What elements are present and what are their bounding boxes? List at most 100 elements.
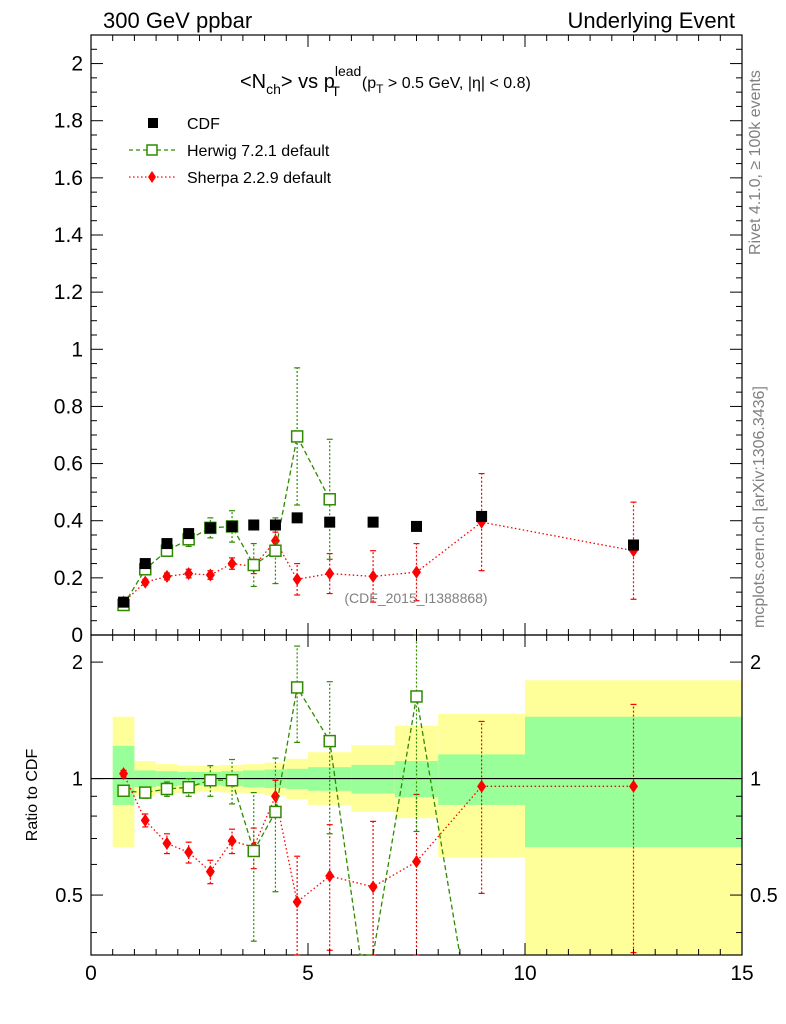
- ratio-ytick-label-left: 2: [72, 652, 83, 674]
- ratio-ytick-label-right: 2: [750, 652, 761, 674]
- legend-sherpa-label: Sherpa 2.2.9 default: [187, 170, 332, 187]
- ratio-herwig-point: [117, 784, 130, 798]
- ratio-sherpa-point: [227, 834, 237, 848]
- legend-cdf-label: CDF: [187, 116, 220, 133]
- main-cdf-point: [324, 516, 336, 528]
- ratio-sherpa-point: [205, 865, 215, 879]
- main-series-layer: [117, 367, 639, 612]
- main-ytick-label: 1.4: [54, 224, 84, 247]
- main-ytick-label: 1.8: [54, 110, 83, 133]
- ratio-sherpa-point: [140, 813, 150, 827]
- main-sherpa-point: [227, 557, 237, 571]
- ratio-sherpa-point: [119, 767, 129, 781]
- legend-herwig-marker: [146, 144, 158, 156]
- ratio-ytick-label-left: 1: [72, 769, 83, 791]
- main-cdf-point: [183, 528, 195, 540]
- main-herwig-point: [290, 430, 304, 443]
- main-ytick-label: 1: [71, 338, 83, 361]
- main-ytick-label: 0.6: [54, 453, 83, 476]
- main-ytick-label: 0.2: [54, 567, 83, 590]
- title-cut-open: (p: [362, 75, 376, 92]
- main-cdf-point: [476, 510, 488, 522]
- main-cdf-point: [226, 520, 238, 532]
- main-ytick-label: 0.8: [54, 395, 83, 418]
- main-cdf-point: [411, 520, 422, 532]
- main-cdf-point: [367, 516, 379, 528]
- ratio-ytick-label-left: 0.5: [55, 885, 83, 907]
- main-ytick-label: 1.6: [54, 167, 83, 190]
- main-herwig-point: [269, 544, 282, 557]
- ratio-sherpa-point: [292, 895, 302, 909]
- header-right: Underlying Event: [567, 8, 735, 33]
- title-lhs: <N: [240, 71, 266, 93]
- xtick-label: 15: [730, 962, 753, 985]
- main-cdf-point: [248, 519, 260, 531]
- legend: CDF Herwig 7.2.1 default Sherpa 2.2.9 de…: [129, 116, 332, 187]
- ratio-ytick-label-right: 1: [750, 769, 761, 791]
- title-mid: > vs p: [281, 71, 335, 93]
- main-plot-title: <Nch> vs plead T (pT > 0.5 GeV, |η| < 0.8): [240, 63, 531, 99]
- xtick-label: 0: [85, 962, 97, 985]
- main-herwig-line: [122, 434, 331, 606]
- ratio-herwig-point: [323, 734, 336, 748]
- ratio-herwig-point: [410, 690, 423, 703]
- main-sherpa-point: [412, 565, 421, 579]
- ratio-herwig-point: [225, 774, 239, 787]
- main-cdf-point: [204, 522, 216, 534]
- ratio-ytick-label-right: 0.5: [750, 885, 778, 907]
- ratio-herwig-point: [247, 844, 260, 858]
- main-y-ticks: 0 0.2 0.4 0.6 0.8 1 1.2 1.4 1.6 1.8 2: [54, 34, 742, 647]
- title-cut-rest: > 0.5 GeV, |η| < 0.8): [383, 75, 530, 92]
- analysis-watermark: (CDF_2015_I1388868): [344, 590, 487, 606]
- main-cdf-point: [161, 538, 173, 550]
- legend-cdf-marker: [148, 118, 158, 128]
- main-cdf-point: [628, 539, 639, 551]
- main-sherpa-point: [368, 569, 378, 583]
- ratio-sherpa-point: [325, 869, 335, 883]
- ratio-herwig-point: [290, 681, 304, 694]
- main-cdf-point: [291, 512, 303, 524]
- mcplots-label: mcplots.cern.ch [arXiv:1306.3436]: [751, 386, 768, 628]
- main-sherpa-point: [184, 567, 194, 581]
- x-axis-ticks: 0 5 10 15: [85, 35, 754, 985]
- main-sherpa-point: [140, 575, 150, 589]
- ratio-herwig-point: [269, 805, 282, 819]
- main-ytick-label: 0.4: [54, 510, 84, 533]
- ratio-sherpa-point: [412, 855, 421, 869]
- main-ytick-label: 1.2: [54, 281, 83, 304]
- main-cdf-point: [139, 558, 151, 570]
- legend-sherpa-marker: [148, 171, 156, 183]
- main-herwig-point: [247, 558, 260, 572]
- main-cdf-point: [118, 596, 130, 608]
- main-ytick-label: 2: [71, 53, 83, 76]
- rivet-version-label: Rivet 4.1.0, ≥ 100k events: [747, 70, 764, 255]
- legend-herwig-label: Herwig 7.2.1 default: [187, 143, 330, 160]
- main-sherpa-point: [292, 572, 302, 586]
- title-lhs-subscript: ch: [266, 81, 281, 97]
- ratio-y-axis-label: Ratio to CDF: [24, 749, 41, 842]
- ratio-sherpa-point: [629, 779, 638, 793]
- main-sherpa-line: [123, 521, 634, 603]
- main-herwig-point: [323, 493, 336, 506]
- main-sherpa-point: [205, 568, 215, 582]
- ratio-sherpa-point: [162, 836, 172, 850]
- main-ytick-label: 0: [71, 624, 83, 647]
- title-mid-subscript: T: [331, 83, 340, 99]
- title-cut-subscript: T: [376, 82, 384, 96]
- ratio-band-inner: [351, 764, 395, 794]
- ratio-herwig-line: [123, 685, 461, 956]
- ratio-sherpa-point: [368, 880, 378, 894]
- title-mid-superscript: lead: [335, 63, 361, 79]
- xtick-label: 5: [302, 962, 314, 985]
- ratio-herwig-point: [160, 782, 174, 796]
- ratio-sherpa-point: [184, 845, 194, 859]
- header-left: 300 GeV ppbar: [103, 8, 252, 33]
- xtick-label: 10: [513, 962, 536, 985]
- ratio-uncertainty-bands: [112, 680, 742, 955]
- main-cdf-point: [269, 519, 281, 531]
- ratio-herwig-point: [139, 786, 152, 799]
- ratio-sherpa-point: [477, 779, 487, 793]
- main-sherpa-point: [162, 569, 172, 583]
- ratio-herwig-point: [204, 774, 217, 787]
